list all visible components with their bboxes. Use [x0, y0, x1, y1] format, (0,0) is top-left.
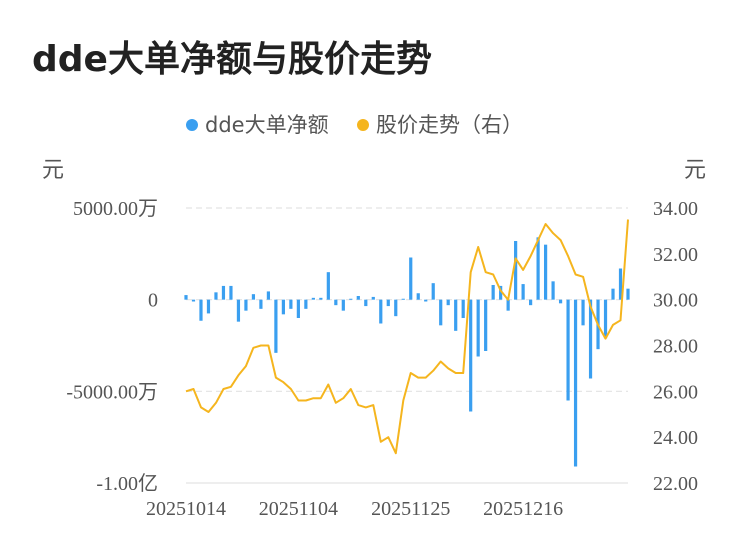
right-axis: 34.00 32.00 30.00 28.00 26.00 24.00 22.00 — [653, 198, 698, 495]
right-tick-2: 30.00 — [653, 290, 698, 312]
bar-22 — [349, 298, 353, 300]
bar-23 — [356, 296, 360, 300]
x-tick-3: 20251216 — [483, 498, 563, 520]
bar-5 — [221, 285, 226, 300]
bar-54 — [588, 299, 593, 379]
bar-58 — [618, 268, 623, 300]
bar-3 — [206, 299, 211, 314]
bar-31 — [416, 293, 420, 300]
bar-16 — [304, 299, 308, 309]
bar-10 — [259, 299, 263, 309]
bar-39 — [476, 299, 480, 357]
bar-30 — [409, 257, 413, 300]
bar-21 — [341, 299, 345, 311]
chart-title: dde大单净额与股价走势 — [32, 39, 432, 80]
gridlines — [186, 207, 628, 484]
x-tick-2: 20251125 — [371, 498, 450, 520]
bar-0 — [184, 295, 188, 300]
bar-38 — [469, 299, 473, 412]
bar-8 — [244, 299, 248, 311]
left-tick-1: 0 — [148, 290, 158, 312]
bar-50 — [558, 299, 563, 304]
bar-36 — [454, 299, 458, 331]
bar-1 — [191, 299, 196, 302]
bar-9 — [251, 294, 256, 300]
right-tick-5: 24.00 — [653, 427, 698, 449]
right-tick-6: 22.00 — [653, 473, 698, 495]
bar-46 — [529, 299, 533, 306]
bar-48 — [543, 244, 548, 300]
bar-6 — [229, 285, 233, 300]
bar-43 — [506, 299, 510, 311]
right-tick-3: 28.00 — [653, 336, 698, 358]
x-axis: 20251014 20251104 20251125 20251216 — [146, 498, 563, 520]
bar-32 — [424, 299, 428, 302]
bar-47 — [536, 237, 540, 300]
bar-17 — [311, 297, 315, 300]
legend-label-1: 股价走势（右） — [376, 113, 523, 137]
bar-41 — [491, 285, 495, 300]
bar-35 — [446, 299, 450, 306]
bar-19 — [326, 272, 330, 300]
left-tick-0: 5000.00万 — [73, 198, 158, 220]
bar-51 — [566, 299, 570, 401]
bar-24 — [364, 299, 368, 307]
bar-13 — [281, 299, 285, 315]
bar-28 — [394, 299, 398, 317]
legend: dde大单净额 股价走势（右） — [186, 113, 523, 137]
bar-27 — [386, 299, 390, 307]
legend-label-0: dde大单净额 — [205, 113, 329, 137]
bar-18 — [319, 297, 323, 300]
bar-52 — [573, 299, 578, 467]
legend-marker-0 — [186, 119, 198, 131]
bar-14 — [289, 299, 293, 309]
bar-37 — [461, 299, 465, 318]
right-axis-unit: 元 — [684, 158, 706, 183]
x-tick-1: 20251104 — [259, 498, 338, 520]
bar-56 — [603, 299, 608, 339]
bar-15 — [296, 299, 300, 318]
bar-33 — [431, 283, 435, 300]
left-axis: 5000.00万 0 -5000.00万 -1.00亿 — [66, 198, 158, 495]
x-tick-0: 20251014 — [146, 498, 226, 520]
bar-12 — [274, 299, 278, 353]
bar-29 — [401, 298, 405, 300]
right-tick-4: 26.00 — [653, 381, 698, 403]
bar-2 — [199, 299, 203, 321]
bar-53 — [581, 299, 585, 326]
right-tick-0: 34.00 — [653, 198, 698, 220]
bar-45 — [521, 284, 525, 300]
bar-25 — [371, 296, 375, 300]
bar-34 — [439, 299, 443, 326]
bar-44 — [514, 241, 518, 300]
left-tick-2: -5000.00万 — [66, 381, 158, 403]
bar-7 — [236, 299, 241, 322]
bar-20 — [334, 299, 338, 306]
legend-marker-1 — [357, 119, 369, 131]
price-line — [185, 219, 629, 455]
line-series — [185, 219, 629, 455]
bar-42 — [499, 285, 503, 300]
bar-49 — [551, 281, 555, 300]
right-tick-1: 32.00 — [653, 244, 698, 266]
bar-26 — [379, 299, 383, 324]
bar-40 — [484, 299, 488, 351]
left-tick-3: -1.00亿 — [96, 472, 158, 495]
bar-59 — [626, 288, 630, 300]
bar-57 — [611, 288, 615, 300]
left-axis-unit: 元 — [42, 158, 64, 183]
bar-11 — [266, 291, 271, 300]
bar-4 — [214, 292, 218, 300]
